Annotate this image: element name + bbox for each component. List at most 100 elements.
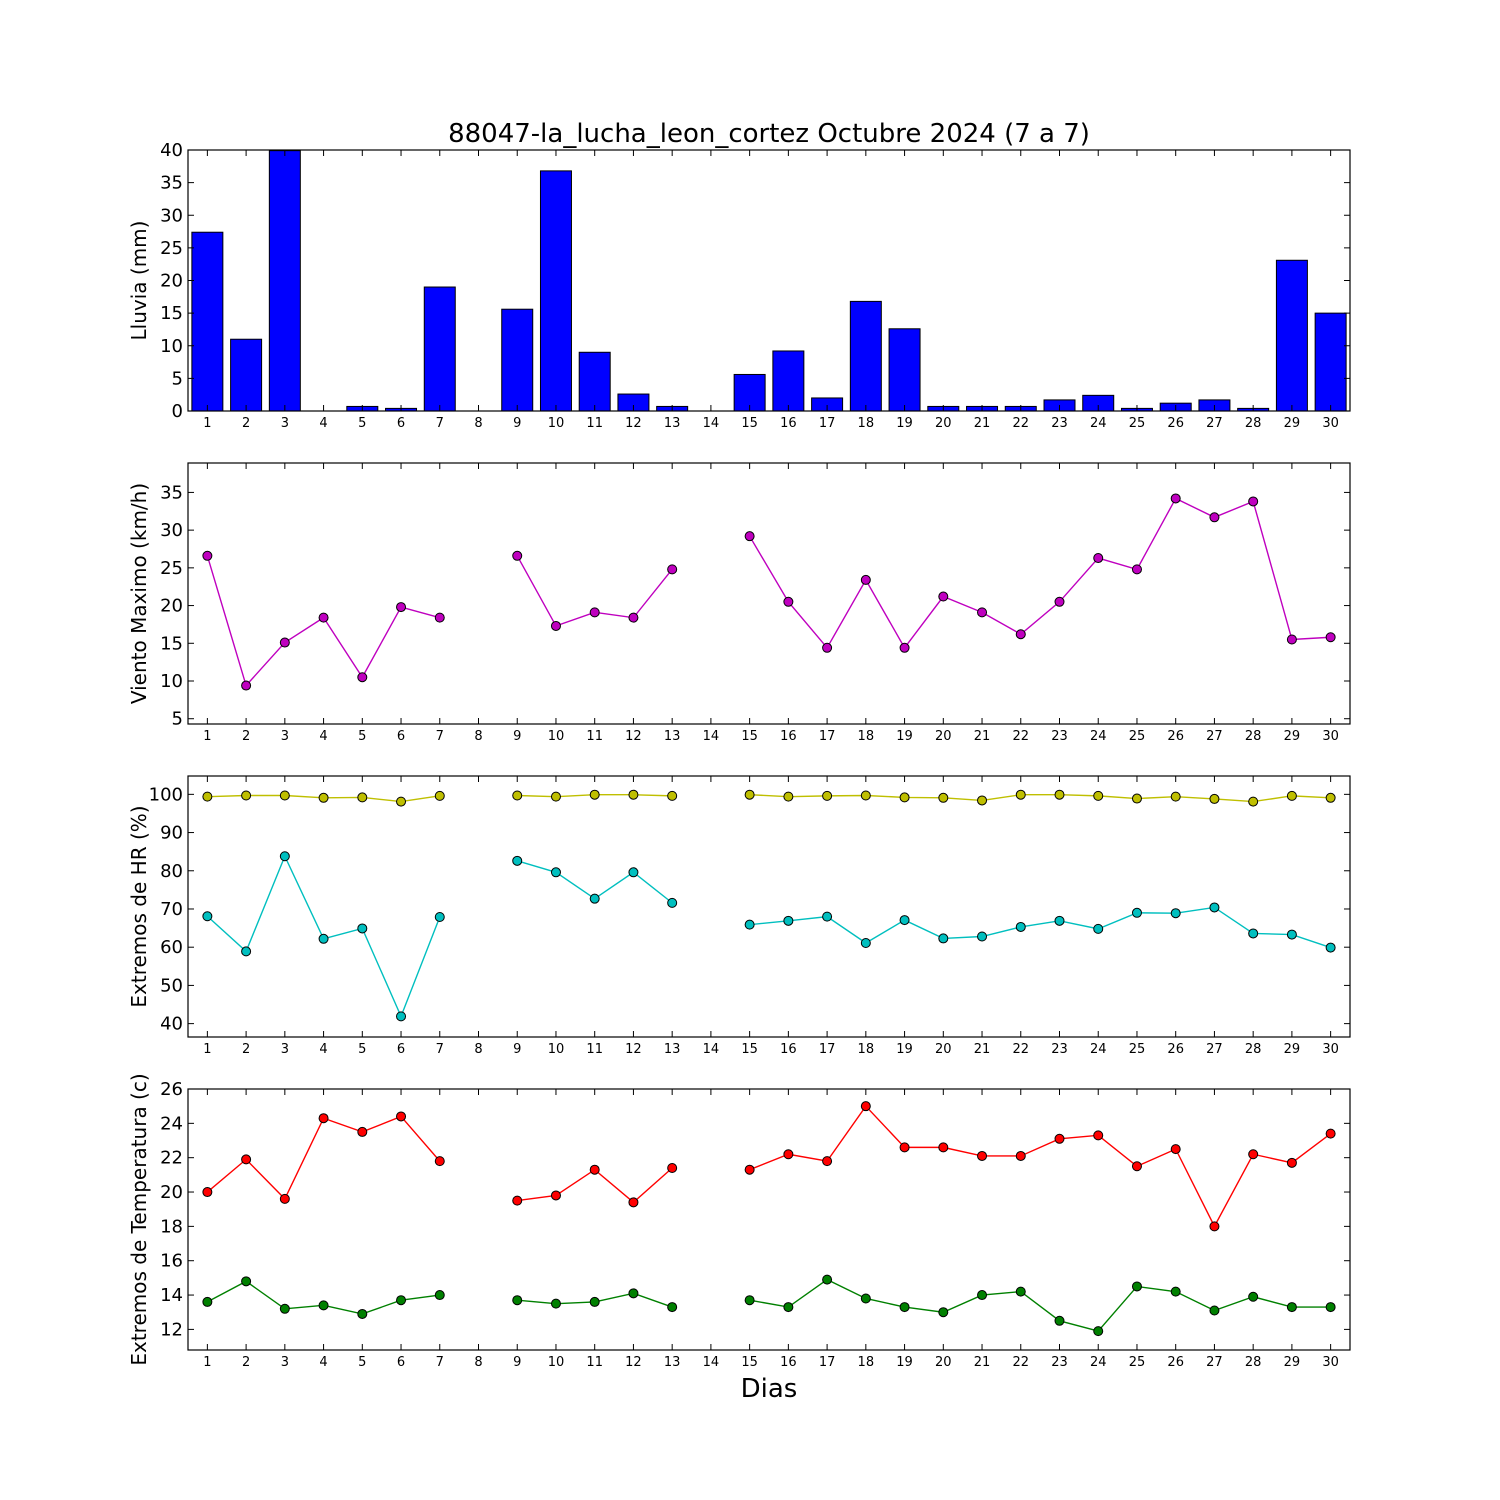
point-day-30 <box>1325 632 1336 643</box>
x-tick-label: 26 <box>1167 729 1184 744</box>
point-day-29 <box>1286 634 1297 645</box>
y-tick-label: 80 <box>160 861 183 882</box>
x-tick-label: 4 <box>319 416 327 431</box>
point-day-29 <box>1286 1157 1297 1168</box>
x-tick-label: 27 <box>1206 1042 1223 1057</box>
series-2 <box>202 851 1336 1022</box>
x-tick-label: 19 <box>896 1355 913 1370</box>
x-tick-label: 15 <box>741 729 758 744</box>
point-day-7 <box>434 612 445 623</box>
x-tick-label: 11 <box>586 416 603 431</box>
y-tick-label: 0 <box>172 401 183 422</box>
point-day-3 <box>279 637 290 648</box>
x-tick-label: 12 <box>625 1355 642 1370</box>
point-day-29 <box>1286 929 1297 940</box>
point-day-11 <box>589 893 600 904</box>
x-tick-label: 25 <box>1129 1042 1146 1057</box>
series-line <box>749 1278 1331 1332</box>
point-day-19 <box>899 792 910 803</box>
point-day-10 <box>550 1190 561 1201</box>
point-day-17 <box>822 1274 833 1285</box>
x-tick-label: 8 <box>474 1042 482 1057</box>
series-1 <box>202 493 1336 691</box>
point-day-19 <box>899 1142 910 1153</box>
x-tick-label: 16 <box>780 416 797 431</box>
point-day-4 <box>318 792 329 803</box>
x-tick-label: 5 <box>358 729 366 744</box>
x-tick-label: 16 <box>780 729 797 744</box>
plot-frame <box>187 775 1351 1038</box>
point-day-3 <box>279 851 290 862</box>
x-tick-label: 28 <box>1245 1355 1262 1370</box>
y-tick-label: 20 <box>160 1182 183 1203</box>
point-day-24 <box>1093 1130 1104 1141</box>
x-tick-label: 8 <box>474 1355 482 1370</box>
y-tick-label: 24 <box>160 1113 183 1134</box>
point-day-15 <box>744 531 755 542</box>
x-tick-label: 6 <box>397 1042 405 1057</box>
point-day-20 <box>938 1142 949 1153</box>
point-day-13 <box>667 564 678 575</box>
x-tick-label: 18 <box>858 1355 875 1370</box>
series-line <box>749 906 1331 949</box>
x-tick-label: 1 <box>203 1042 211 1057</box>
y-tick-label: 25 <box>160 238 183 259</box>
x-tick-label: 26 <box>1167 416 1184 431</box>
x-tick-label: 3 <box>281 1042 289 1057</box>
point-day-3 <box>279 1193 290 1204</box>
point-day-4 <box>318 933 329 944</box>
x-tick-label: 7 <box>436 1042 444 1057</box>
x-tick-label: 2 <box>242 729 250 744</box>
point-day-30 <box>1325 1128 1336 1139</box>
y-tick-label: 10 <box>160 671 183 692</box>
point-day-1 <box>202 1296 213 1307</box>
y-tick-label: 15 <box>160 633 183 654</box>
point-day-19 <box>899 1302 910 1313</box>
point-day-28 <box>1248 796 1259 807</box>
x-tick-label: 5 <box>358 1355 366 1370</box>
series-1 <box>191 150 1347 412</box>
point-day-16 <box>783 1302 794 1313</box>
bar-day-30 <box>1314 312 1347 412</box>
x-tick-label: 24 <box>1090 1042 1107 1057</box>
y-axis-label: Extremos de Temperatura (c) <box>127 1073 151 1365</box>
x-tick-label: 11 <box>586 1042 603 1057</box>
x-tick-label: 3 <box>281 729 289 744</box>
x-tick-label: 25 <box>1129 416 1146 431</box>
x-tick-label: 18 <box>858 729 875 744</box>
panel-3: 1 2 3 4 5 6 7 8 9 10 11 12 13 14 15 16 17 18 19 20 21 22 23 24 2… <box>127 775 1351 1057</box>
bar-day-11 <box>578 351 611 412</box>
y-tick-label: 30 <box>160 205 183 226</box>
point-day-4 <box>318 1300 329 1311</box>
bar-day-18 <box>849 300 882 412</box>
point-day-12 <box>628 789 639 800</box>
x-tick-label: 22 <box>1012 416 1029 431</box>
x-tick-label: 12 <box>625 416 642 431</box>
x-tick-label: 8 <box>474 416 482 431</box>
point-day-11 <box>589 607 600 618</box>
point-day-16 <box>783 1149 794 1160</box>
x-tick-label: 18 <box>858 1042 875 1057</box>
x-tick-label: 27 <box>1206 729 1223 744</box>
point-day-23 <box>1054 1133 1065 1144</box>
y-tick-label: 40 <box>160 1014 183 1035</box>
x-tick-label: 25 <box>1129 729 1146 744</box>
point-day-13 <box>667 1302 678 1313</box>
x-tick-label: 13 <box>664 416 681 431</box>
x-tick-label: 1 <box>203 729 211 744</box>
point-day-26 <box>1170 791 1181 802</box>
x-tick-label: 23 <box>1051 416 1068 431</box>
x-tick-label: 6 <box>397 729 405 744</box>
point-day-4 <box>318 612 329 623</box>
point-day-16 <box>783 596 794 607</box>
point-day-9 <box>512 790 523 801</box>
y-tick-label: 50 <box>160 975 183 996</box>
x-tick-label: 20 <box>935 729 952 744</box>
point-day-23 <box>1054 1315 1065 1326</box>
point-day-22 <box>1015 789 1026 800</box>
point-day-23 <box>1054 596 1065 607</box>
x-tick-label: 17 <box>819 1355 836 1370</box>
x-tick-label: 19 <box>896 416 913 431</box>
point-day-13 <box>667 790 678 801</box>
point-day-5 <box>357 1308 368 1319</box>
